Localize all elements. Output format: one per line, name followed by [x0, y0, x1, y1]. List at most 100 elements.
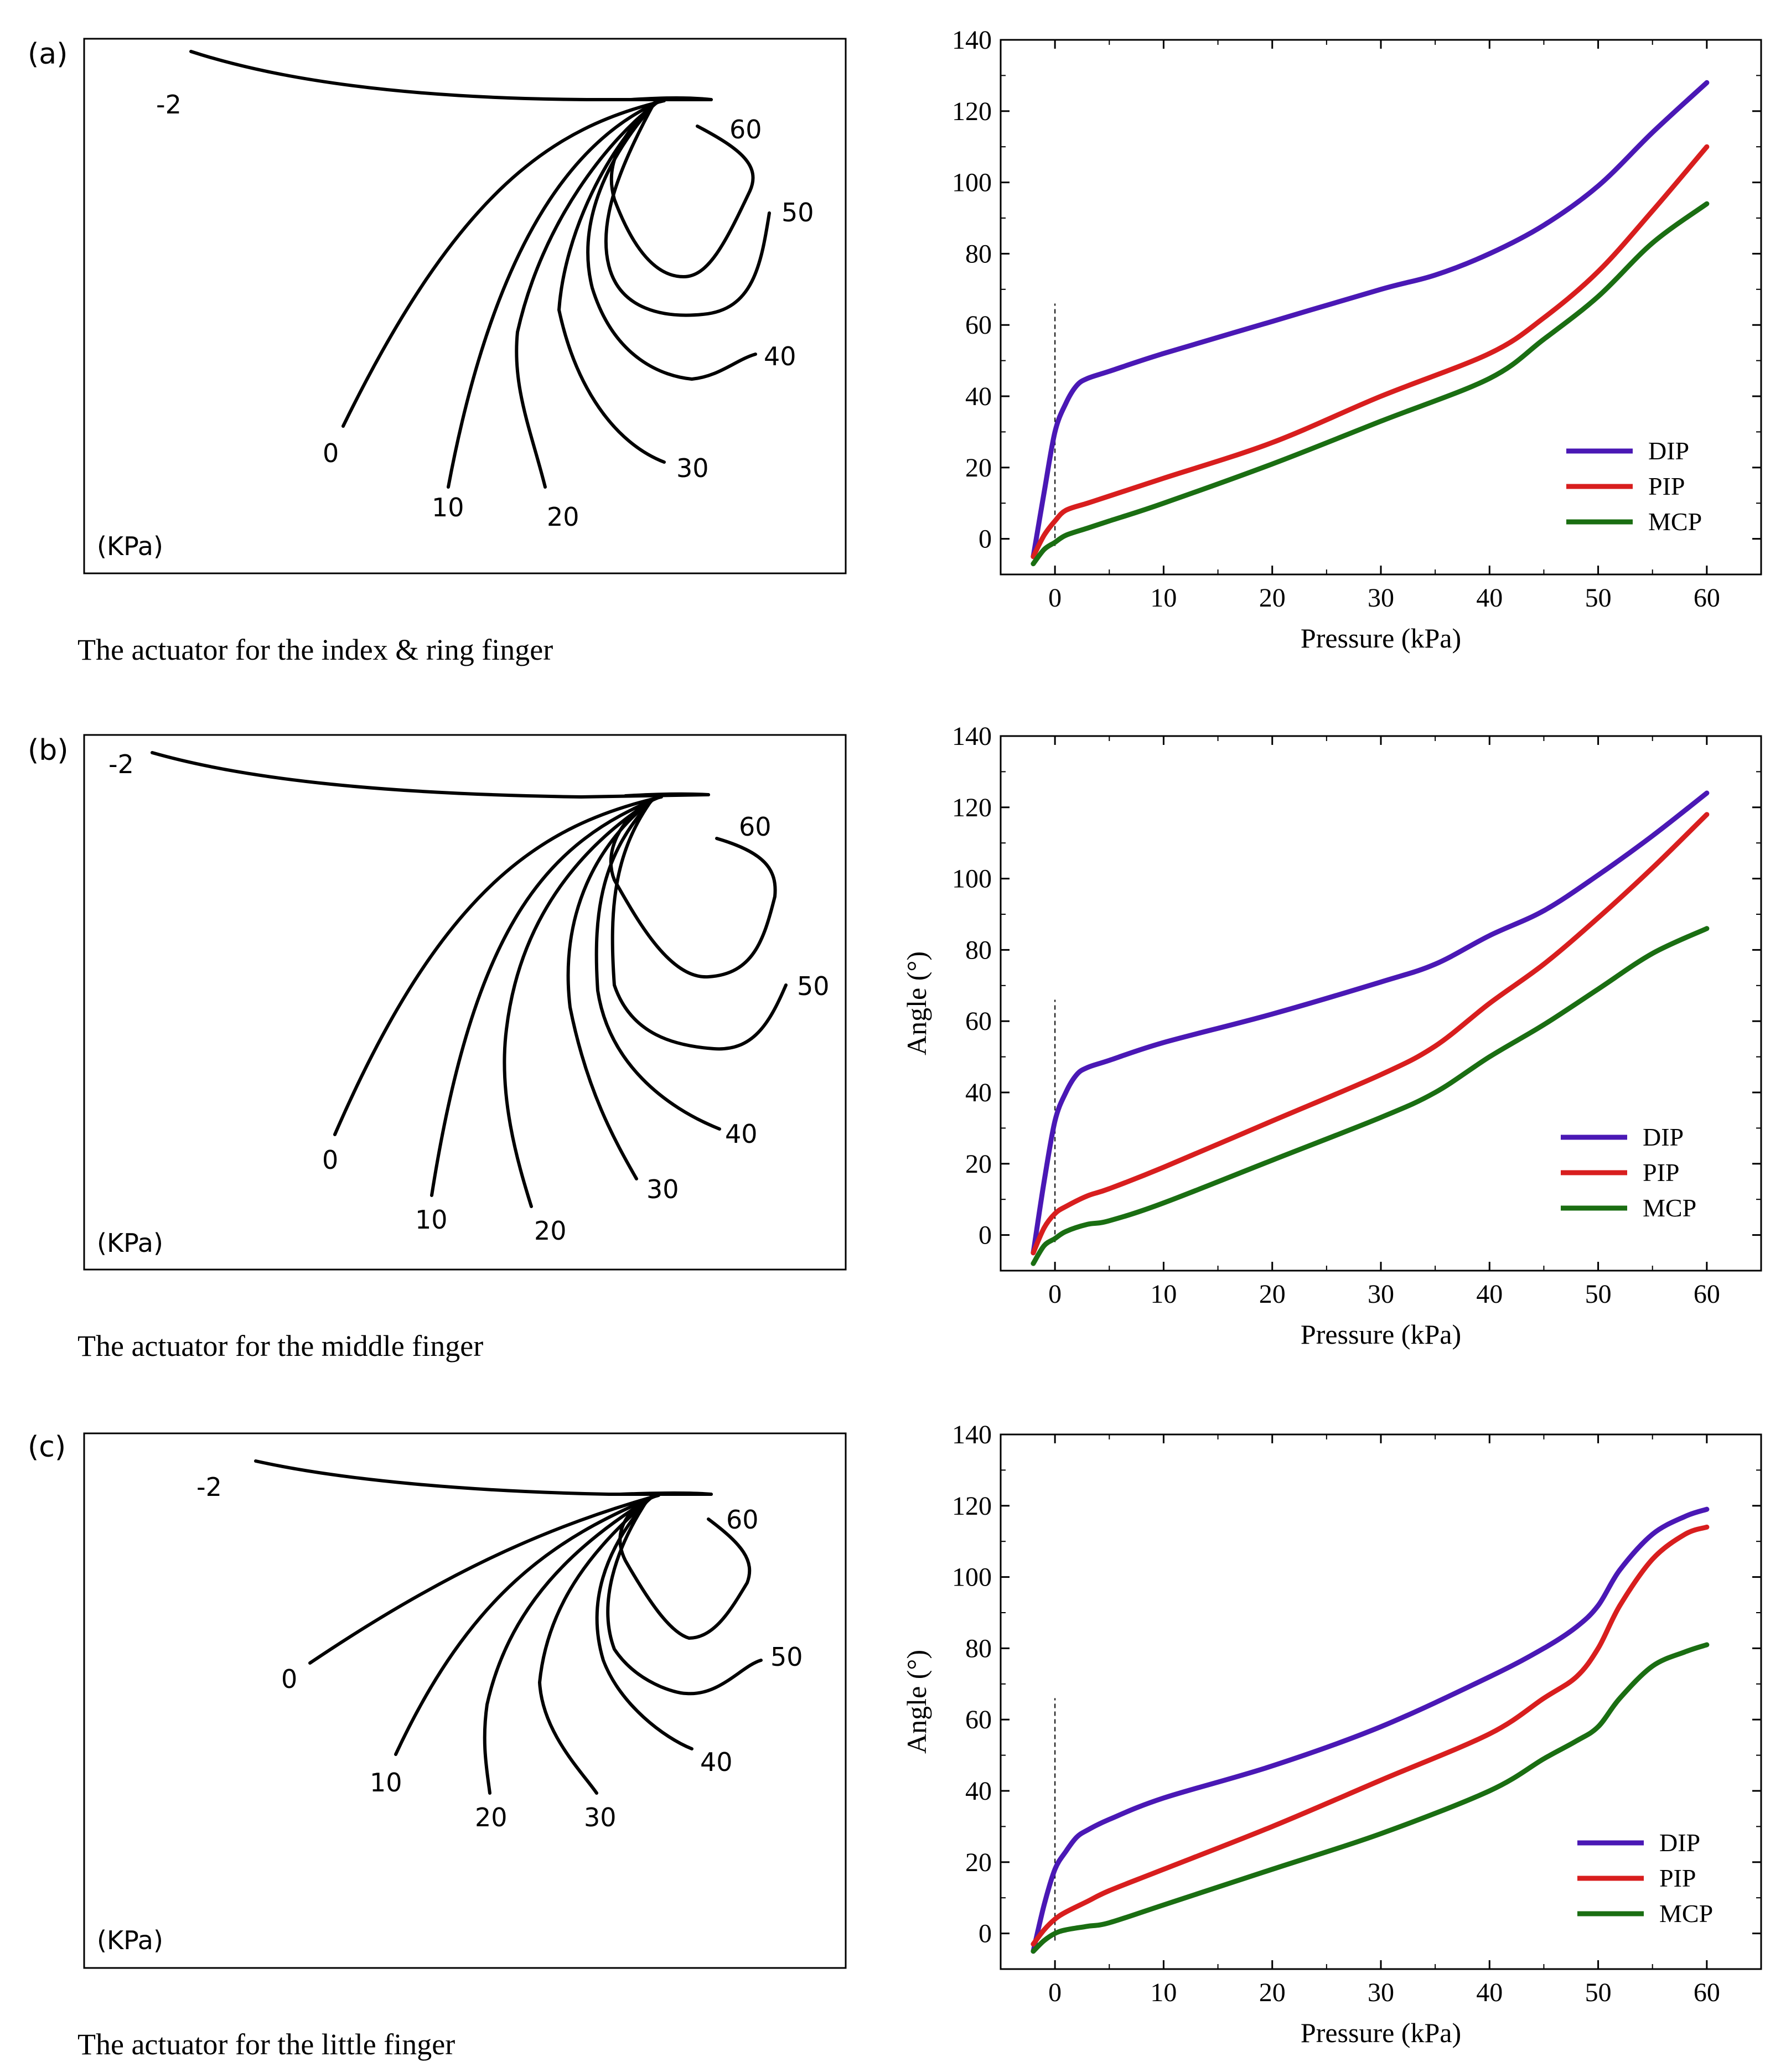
x-tick-label: 20: [1259, 1978, 1286, 2007]
shape-label-60: 60: [729, 115, 762, 144]
x-axis-title: Pressure (kPa): [1301, 623, 1461, 654]
y-tick-label: 100: [952, 1563, 992, 1592]
x-tick-label: 50: [1585, 583, 1612, 613]
shape-curve-0: [333, 795, 663, 1136]
shape-label-20: 20: [547, 502, 579, 532]
x-tick-label: 10: [1150, 1978, 1177, 2007]
y-tick-label: 20: [965, 1848, 992, 1877]
legend-label-dip: DIP: [1648, 437, 1689, 465]
series-line-dip: [1031, 80, 1710, 560]
shape-curve-50: [606, 1496, 763, 1696]
y-tick-label: 40: [965, 382, 992, 411]
x-tick-label: 60: [1694, 1280, 1720, 1309]
legend-label-dip: DIP: [1659, 1828, 1700, 1857]
shape-label-50: 50: [781, 198, 814, 227]
shape-base-a: [629, 96, 713, 101]
shape-curve-10: [394, 1494, 658, 1756]
x-tick-label: 30: [1368, 1978, 1394, 2007]
shape-curve-60: [618, 1497, 752, 1640]
x-tick-label: 40: [1476, 1280, 1503, 1309]
shape-label-50: 50: [770, 1642, 803, 1672]
shape-label-40: 40: [725, 1119, 758, 1149]
x-tick-label: 0: [1048, 1978, 1062, 2007]
x-tick-label: 20: [1259, 1280, 1286, 1309]
y-tick-label: 40: [965, 1078, 992, 1107]
legend-label-mcp: MCP: [1643, 1194, 1696, 1222]
x-tick-label: 60: [1694, 1978, 1720, 2007]
shape-curve-60: [609, 102, 755, 278]
series-line-mcp: [1031, 201, 1710, 567]
x-tick-label: 40: [1476, 583, 1503, 613]
series-line-pip: [1031, 1524, 1710, 1947]
panel-b-shapes: (b) -2 0 10 20 30 40 50 60 (KPa) The act…: [28, 734, 847, 1363]
shape-curve-30: [557, 100, 666, 464]
panel-c-frame: [83, 1432, 847, 1969]
panel-b-frame: [83, 734, 847, 1271]
series-line-pip: [1031, 812, 1710, 1256]
x-tick-label: 50: [1585, 1978, 1612, 2007]
y-tick-label: 120: [952, 793, 992, 822]
legend-label-pip: PIP: [1648, 472, 1685, 500]
caption-c: The actuator for the little finger: [77, 2028, 455, 2061]
y-tick-label: 80: [965, 239, 992, 268]
y-tick-label: 0: [979, 1221, 992, 1250]
y-tick-label: 140: [952, 722, 992, 751]
y-axis-title: Angle (°): [901, 1650, 932, 1754]
chart-c: 0 10 20 30 40 50 60 0 20 40 60 80 100 120 140 Pressure …: [901, 1420, 1762, 2048]
shape-label-60: 60: [726, 1505, 759, 1535]
y-axis-title: Angle (°): [901, 951, 932, 1055]
unit-label-b: (KPa): [97, 1228, 163, 1258]
legend-label-pip: PIP: [1659, 1864, 1696, 1892]
chart-b: 0 10 20 30 40 50 60 0 20 40 60 80 100 120 140 Pressure …: [901, 722, 1762, 1350]
shape-label-0: 0: [322, 1145, 338, 1175]
series-line-mcp: [1031, 1642, 1710, 1954]
shape-curve-0: [341, 99, 666, 428]
shape-curve-10: [447, 99, 663, 489]
x-tick-label: 50: [1585, 1280, 1612, 1309]
panel-label-b: (b): [28, 734, 69, 767]
shape-base-c: [618, 1491, 713, 1496]
plot-frame: [1000, 735, 1762, 1272]
x-tick-label: 40: [1476, 1978, 1503, 2007]
shape-label-10: 10: [370, 1768, 402, 1798]
shape-curve-20: [503, 796, 658, 1208]
x-axis-title: Pressure (kPa): [1301, 1319, 1461, 1350]
shape-label-minus2: -2: [156, 90, 182, 120]
shape-label-minus2: -2: [196, 1472, 222, 1502]
shape-label-50: 50: [797, 971, 830, 1001]
y-tick-label: 120: [952, 1491, 992, 1521]
unit-label-c: (KPa): [97, 1925, 163, 1955]
y-tick-label: 60: [965, 1007, 992, 1036]
series-line-dip: [1031, 790, 1710, 1256]
y-tick-label: 120: [952, 97, 992, 126]
x-tick-label: 10: [1150, 1280, 1177, 1309]
y-tick-label: 0: [979, 525, 992, 554]
shape-curve-20: [515, 100, 660, 489]
shape-label-20: 20: [475, 1802, 508, 1832]
shape-label-minus2: -2: [108, 749, 134, 779]
x-tick-label: 20: [1259, 583, 1286, 613]
y-tick-label: 20: [965, 453, 992, 483]
series-line-dip: [1031, 1506, 1710, 1954]
shape-label-10: 10: [432, 493, 464, 522]
shape-base-b: [624, 792, 710, 797]
x-tick-label: 30: [1368, 583, 1394, 613]
x-tick-label: 10: [1150, 583, 1177, 613]
shape-curve-10: [430, 796, 660, 1197]
legend-label-mcp: MCP: [1659, 1899, 1713, 1928]
shape-label-0: 0: [281, 1664, 297, 1694]
y-tick-label: 100: [952, 864, 992, 894]
y-tick-label: 40: [965, 1776, 992, 1806]
shape-label-30: 30: [676, 453, 709, 483]
shape-curve-50: [610, 798, 788, 1051]
series-line-pip: [1031, 144, 1710, 560]
x-tick-label: 0: [1048, 583, 1062, 613]
x-tick-label: 60: [1694, 583, 1720, 613]
series-line-mcp: [1031, 926, 1710, 1266]
y-tick-label: 80: [965, 935, 992, 965]
y-tick-label: 0: [979, 1919, 992, 1949]
unit-label-a: (KPa): [97, 531, 163, 561]
panel-a-shapes: (a) -2 0 10 20 30 40 50 60 (KPa) The act…: [28, 38, 847, 666]
shape-label-20: 20: [534, 1216, 567, 1246]
